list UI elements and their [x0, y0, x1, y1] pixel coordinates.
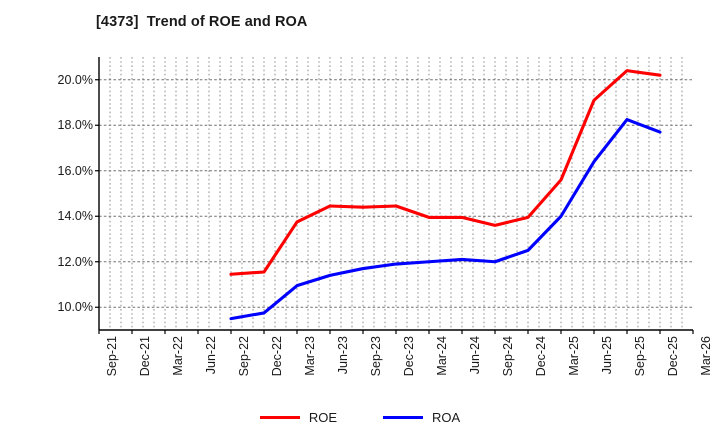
y-axis-tick-labels: 10.0% 12.0% 14.0% 16.0% 18.0% 20.0%	[0, 0, 93, 440]
legend-item[interactable]: ROA	[383, 410, 460, 425]
y-axis-tick-label: 12.0%	[57, 254, 93, 269]
legend-color-swatch	[383, 415, 423, 419]
series-line-roe	[229, 69, 662, 276]
y-axis-tick-label: 16.0%	[57, 163, 93, 178]
legend-label: ROA	[432, 409, 461, 425]
y-axis-tick-label: 18.0%	[57, 118, 93, 133]
legend-item[interactable]: ROE	[259, 409, 337, 425]
y-axis-tick-label: 20.0%	[57, 72, 93, 87]
y-axis-tick-label: 14.0%	[57, 209, 93, 224]
y-axis-tick-label: 10.0%	[57, 300, 93, 315]
chart-legend: ROE ROA	[0, 404, 720, 430]
series-line-roa	[229, 118, 662, 321]
legend-label: ROE	[308, 409, 337, 425]
legend-color-swatch	[259, 415, 300, 419]
horizontal-gridlines	[99, 79, 693, 308]
chart-title: [4373] Trend of ROE and ROA	[96, 14, 308, 30]
